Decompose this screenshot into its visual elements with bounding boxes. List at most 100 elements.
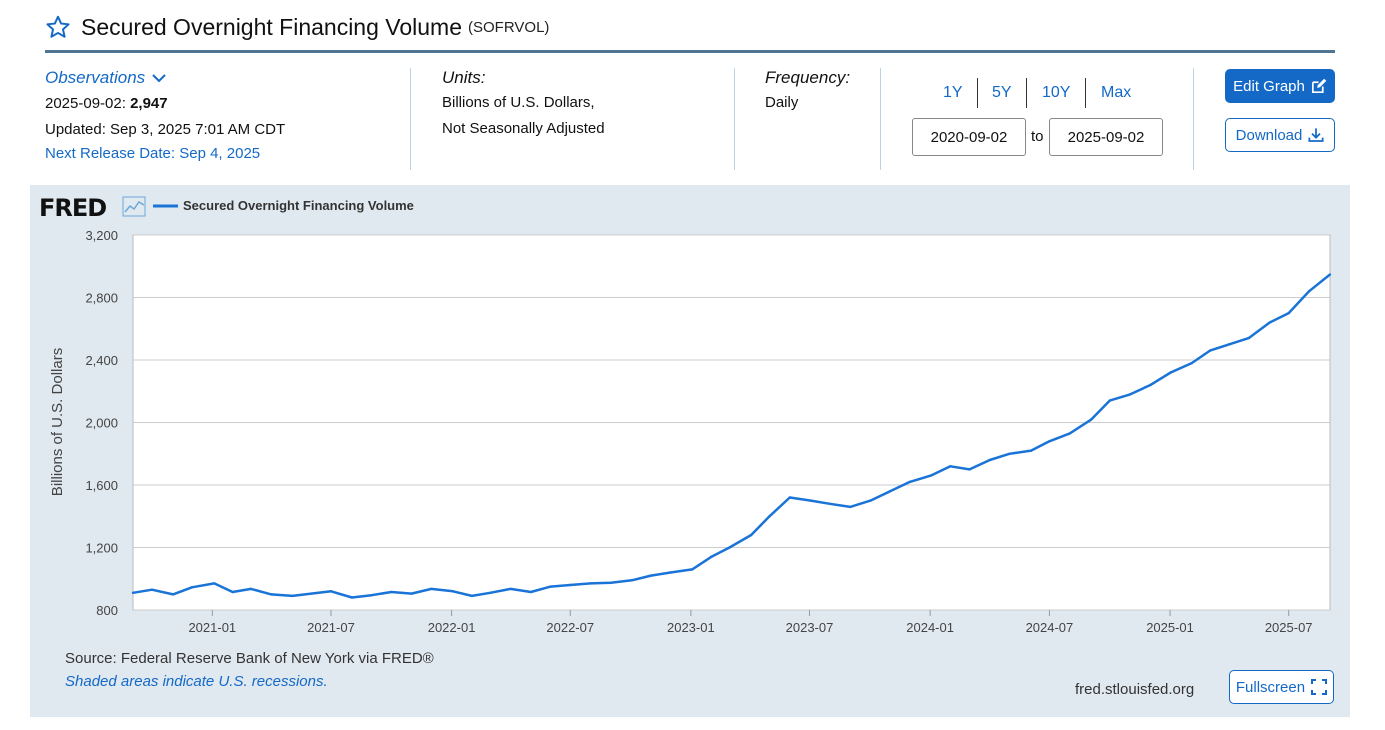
y-tick-label: 1,200 [85, 541, 118, 556]
edit-icon [1311, 78, 1327, 93]
fred-site-label: fred.stlouisfed.org [1075, 681, 1195, 698]
data-point [291, 594, 294, 598]
data-point [1328, 273, 1332, 276]
frequency-label: Frequency: [765, 68, 851, 87]
x-tick-label: 2024-07 [1026, 620, 1074, 635]
chart-icon [122, 196, 146, 217]
page-title: Secured Overnight Financing Volume [81, 13, 462, 40]
series-id: (SOFRVOL) [468, 18, 550, 36]
download-button[interactable]: Download [1225, 118, 1335, 152]
range-1y-button[interactable]: 1Y [943, 84, 963, 101]
data-point [949, 465, 952, 468]
observations-label: Observations [45, 68, 146, 87]
download-label: Download [1235, 126, 1303, 144]
start-date-input[interactable]: 2020-09-02 [912, 118, 1026, 156]
x-tick-label: 2022-01 [428, 620, 476, 635]
data-point [470, 594, 474, 598]
data-point [828, 502, 832, 505]
data-point [1008, 452, 1011, 455]
data-point [869, 499, 872, 502]
divider [1193, 68, 1194, 170]
x-tick-label: 2021-01 [188, 620, 236, 635]
divider [410, 68, 411, 170]
data-point [809, 499, 813, 502]
observation-date: 2025-09-02: [45, 95, 126, 112]
range-10y-button[interactable]: 10Y [1042, 84, 1071, 101]
source-text: Source: Federal Reserve Bank of New York… [65, 650, 434, 667]
x-tick-label: 2025-01 [1146, 620, 1194, 635]
data-point [1128, 393, 1132, 396]
data-point [1227, 343, 1231, 346]
data-point [569, 583, 572, 587]
range-separator [1026, 78, 1027, 108]
x-tick-label: 2025-07 [1265, 620, 1313, 635]
data-point [231, 590, 234, 594]
observations-dropdown[interactable]: Observations [45, 68, 168, 88]
data-point [709, 555, 713, 559]
data-point [908, 480, 912, 484]
data-point [529, 590, 533, 594]
x-tick-label: 2021-07 [307, 620, 355, 635]
y-axis-label: Billions of U.S. Dollars [49, 348, 66, 496]
edit-graph-button[interactable]: Edit Graph [1225, 69, 1335, 103]
data-point [213, 582, 216, 585]
star-icon[interactable] [45, 14, 71, 40]
observation-value: 2,947 [130, 95, 168, 112]
title-divider [45, 50, 1335, 53]
data-point [929, 474, 932, 477]
data-point [270, 593, 273, 596]
y-tick-label: 3,200 [85, 228, 118, 243]
y-tick-label: 800 [96, 603, 118, 618]
data-point [988, 458, 991, 462]
data-point [968, 468, 971, 471]
y-tick-label: 2,400 [85, 353, 118, 368]
divider [880, 68, 881, 170]
fred-logo: FRED [39, 194, 106, 222]
data-point [1268, 321, 1271, 324]
data-point [888, 490, 892, 493]
data-point [749, 533, 753, 537]
date-range-to-label: to [1031, 128, 1044, 145]
range-separator [1085, 78, 1086, 108]
frequency-value: Daily [765, 94, 799, 111]
fullscreen-label: Fullscreen [1235, 678, 1306, 696]
fullscreen-button[interactable]: Fullscreen [1229, 670, 1334, 704]
data-point [690, 568, 694, 571]
y-axis-ticks: 800 1,200 1,600 2,000 2,400 2,800 3,200 [85, 228, 118, 618]
data-point [329, 590, 333, 593]
data-point [649, 574, 653, 577]
data-point [451, 590, 455, 593]
x-axis-ticks: 2021-01 2021-07 2022-01 2022-07 2023-01 2023-… [188, 610, 1313, 635]
download-icon [1308, 128, 1324, 142]
data-point [131, 591, 135, 595]
data-point [1029, 449, 1033, 452]
range-max-button[interactable]: Max [1101, 84, 1132, 101]
fullscreen-icon [1311, 679, 1328, 695]
data-point [549, 585, 552, 588]
data-point [1149, 383, 1152, 387]
units-value-line2: Not Seasonally Adjusted [442, 120, 605, 137]
data-point [1048, 440, 1051, 443]
data-point [1247, 336, 1250, 340]
series-group [131, 273, 1332, 599]
chevron-down-icon [152, 74, 166, 83]
x-tick-label: 2022-07 [546, 620, 594, 635]
x-tick-label: 2023-07 [786, 620, 834, 635]
units-value-line1: Billions of U.S. Dollars, [442, 94, 595, 111]
data-point [390, 590, 393, 594]
data-point [1287, 311, 1290, 315]
data-point [669, 571, 672, 574]
divider [734, 68, 735, 170]
data-point [370, 593, 373, 597]
edit-graph-label: Edit Graph [1233, 77, 1305, 95]
range-5y-button[interactable]: 5Y [992, 84, 1012, 101]
end-date-input[interactable]: 2025-09-02 [1049, 118, 1163, 156]
legend-label: Secured Overnight Financing Volume [183, 198, 414, 213]
range-separator [977, 78, 978, 108]
data-point [1208, 349, 1212, 352]
recession-note: Shaded areas indicate U.S. recessions. [65, 673, 328, 690]
title-row: Secured Overnight Financing Volume (SOFR… [45, 10, 549, 44]
data-point [768, 515, 771, 518]
next-release-link[interactable]: Next Release Date: Sep 4, 2025 [45, 145, 261, 162]
